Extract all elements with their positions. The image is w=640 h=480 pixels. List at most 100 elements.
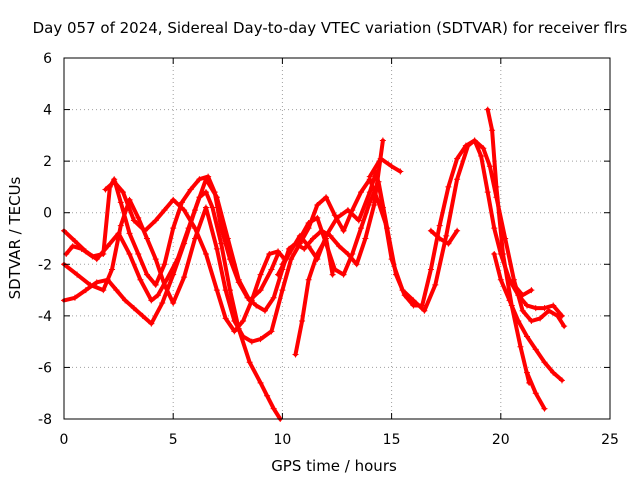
- data-point: [432, 281, 439, 288]
- data-point: [231, 328, 238, 335]
- data-point: [279, 261, 286, 268]
- data-point: [161, 261, 168, 268]
- data-point: [397, 168, 404, 175]
- data-point: [100, 250, 107, 257]
- data-point: [454, 155, 461, 162]
- x-tick-label: 10: [273, 432, 291, 448]
- series-line: [293, 236, 335, 357]
- data-point: [270, 405, 277, 412]
- data-point: [323, 235, 330, 242]
- data-point: [113, 287, 120, 294]
- data-point: [358, 189, 365, 196]
- data-point: [161, 281, 168, 288]
- data-point: [148, 297, 155, 304]
- data-point: [493, 183, 500, 190]
- data-point: [130, 217, 137, 224]
- data-point: [126, 250, 133, 257]
- data-point: [111, 178, 118, 185]
- data-point: [436, 235, 443, 242]
- series-trace-12: [427, 227, 461, 247]
- data-point: [561, 323, 568, 330]
- series-trace-3: [61, 176, 282, 327]
- data-point: [170, 271, 177, 278]
- data-point: [159, 299, 166, 306]
- data-point: [209, 204, 216, 211]
- data-point: [377, 155, 384, 162]
- data-point: [489, 127, 496, 134]
- grid-lines: [64, 58, 610, 419]
- y-tick-label: -4: [38, 309, 52, 325]
- series-trace-14: [510, 281, 535, 299]
- data-point: [427, 266, 434, 273]
- data-point: [353, 261, 360, 268]
- data-point: [82, 287, 89, 294]
- data-point: [152, 217, 159, 224]
- data-point: [257, 336, 264, 343]
- data-point: [218, 240, 225, 247]
- data-point: [491, 250, 498, 257]
- data-point: [484, 189, 491, 196]
- data-point: [275, 271, 282, 278]
- data-point: [137, 276, 144, 283]
- data-point: [119, 189, 126, 196]
- data-point: [499, 250, 506, 257]
- data-point: [392, 271, 399, 278]
- y-tick-label: 6: [43, 51, 52, 67]
- data-point: [510, 276, 517, 283]
- data-point: [213, 245, 220, 252]
- data-point: [497, 276, 504, 283]
- data-point: [388, 163, 395, 170]
- data-point: [231, 318, 238, 325]
- data-point: [126, 230, 133, 237]
- data-point: [161, 207, 168, 214]
- series-line: [428, 228, 460, 246]
- data-point: [445, 183, 452, 190]
- y-tick-label: -6: [38, 360, 52, 376]
- data-point: [480, 145, 487, 152]
- data-point: [288, 245, 295, 252]
- data-point: [454, 227, 461, 234]
- data-point: [366, 199, 373, 206]
- data-point: [524, 369, 531, 376]
- data-point: [344, 207, 351, 214]
- data-point: [410, 302, 417, 309]
- data-point: [93, 279, 100, 286]
- data-point: [268, 266, 275, 273]
- series-trace-13: [524, 369, 548, 412]
- data-point: [454, 176, 461, 183]
- data-point: [314, 250, 321, 257]
- data-point: [71, 294, 78, 301]
- data-point: [329, 271, 336, 278]
- data-point: [222, 315, 229, 322]
- data-point: [148, 320, 155, 327]
- series-line: [367, 156, 403, 179]
- data-point: [100, 287, 107, 294]
- data-point: [257, 287, 264, 294]
- data-point: [202, 189, 209, 196]
- data-point: [240, 318, 247, 325]
- data-point: [401, 292, 408, 299]
- data-point: [384, 225, 391, 232]
- data-point: [349, 250, 356, 257]
- data-point: [484, 106, 491, 113]
- data-point: [550, 369, 557, 376]
- data-point: [253, 302, 260, 309]
- data-point: [558, 377, 565, 384]
- series-trace-5: [102, 178, 288, 335]
- data-point: [181, 207, 188, 214]
- data-point: [491, 225, 498, 232]
- y-axis-label: SDTVAR / TECUs: [6, 176, 24, 299]
- data-point: [135, 214, 142, 221]
- data-point: [117, 222, 124, 229]
- y-tick-label: 0: [43, 206, 52, 222]
- data-point: [486, 163, 493, 170]
- data-point: [240, 333, 247, 340]
- data-point: [334, 214, 340, 221]
- data-point: [532, 346, 539, 353]
- data-point: [541, 305, 548, 312]
- data-point: [519, 307, 526, 314]
- data-point: [181, 274, 188, 281]
- data-point: [362, 235, 369, 242]
- data-point: [154, 292, 161, 299]
- data-point: [445, 240, 452, 247]
